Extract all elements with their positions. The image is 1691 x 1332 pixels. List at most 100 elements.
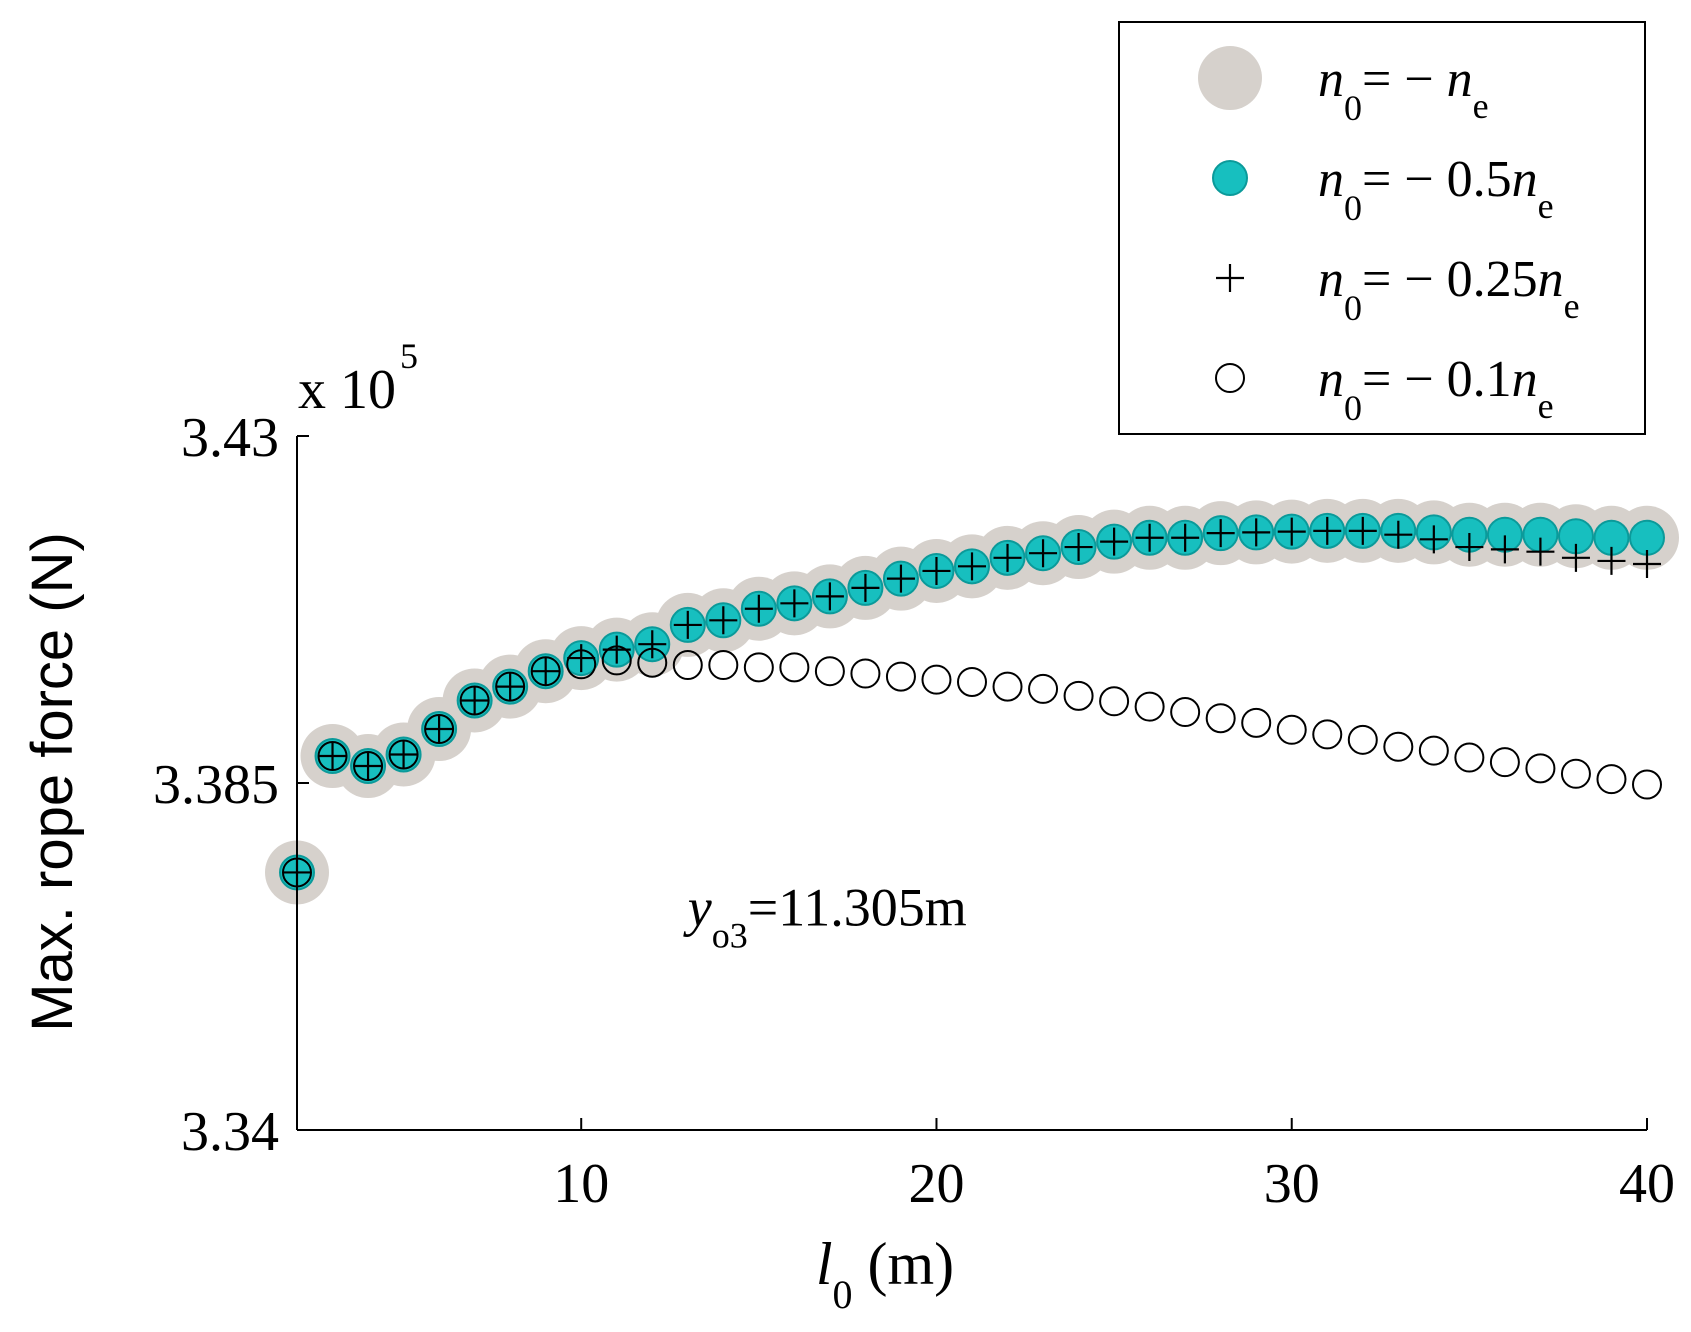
data-point bbox=[779, 652, 810, 683]
annotation-text: =11.305m bbox=[748, 878, 967, 938]
y-tick-label: 3.385 bbox=[153, 754, 279, 816]
data-point bbox=[1313, 516, 1342, 545]
legend-entry: n0= − 0.5ne bbox=[1212, 151, 1554, 228]
data-point bbox=[425, 715, 454, 744]
data-point bbox=[459, 685, 490, 716]
data-point bbox=[1135, 523, 1164, 552]
data-point bbox=[531, 657, 560, 686]
y-multiplier-exponent: 5 bbox=[400, 336, 418, 376]
legend-marker bbox=[1215, 363, 1245, 393]
data-point bbox=[1348, 516, 1377, 545]
data-point bbox=[1029, 539, 1058, 568]
data-point bbox=[1454, 742, 1485, 773]
data-point bbox=[672, 650, 703, 681]
data-point bbox=[1242, 518, 1271, 547]
data-point bbox=[1490, 535, 1519, 564]
data-point bbox=[708, 650, 739, 681]
y-tick-label: 3.43 bbox=[181, 407, 279, 469]
x-axis-label-sub: 0 bbox=[833, 1272, 853, 1317]
data-point bbox=[1561, 543, 1590, 572]
data-point bbox=[993, 543, 1022, 572]
data-point bbox=[1629, 519, 1665, 556]
legend-entry: n0= − 0.1ne bbox=[1215, 351, 1554, 428]
data-point bbox=[850, 658, 881, 689]
data-point bbox=[1597, 546, 1626, 575]
data-point bbox=[388, 739, 419, 770]
x-tick-label: 20 bbox=[908, 1153, 964, 1215]
data-point bbox=[1525, 753, 1556, 784]
x-tick-label: 40 bbox=[1619, 1153, 1675, 1215]
legend-entry: n0= − 0.25ne bbox=[1216, 251, 1580, 328]
data-point bbox=[353, 751, 384, 782]
data-point bbox=[1632, 769, 1662, 800]
y-axis-label: Max. rope force (N) bbox=[20, 532, 85, 1032]
data-point bbox=[389, 740, 418, 769]
data-point bbox=[780, 589, 809, 618]
data-point bbox=[1383, 731, 1414, 762]
data-point bbox=[851, 573, 880, 602]
data-point bbox=[673, 610, 702, 639]
legend-entry: n0= − ne bbox=[1198, 46, 1489, 128]
series-3 bbox=[282, 645, 1662, 888]
data-point bbox=[460, 686, 489, 715]
data-point bbox=[567, 644, 596, 673]
legend-label: n0= − ne bbox=[1318, 51, 1489, 128]
data-point bbox=[1384, 520, 1413, 549]
data-point bbox=[637, 647, 668, 678]
x-axis-label-unit: (m) bbox=[853, 1231, 955, 1297]
x-tick-label: 10 bbox=[553, 1153, 609, 1215]
data-point bbox=[354, 752, 383, 781]
data-point bbox=[1347, 724, 1378, 755]
y-multiplier: x 105 bbox=[298, 336, 418, 421]
y-tick-label: 3.34 bbox=[181, 1101, 279, 1163]
data-point bbox=[1596, 764, 1627, 795]
data-point bbox=[1206, 519, 1235, 548]
data-point bbox=[1241, 707, 1272, 738]
data-point bbox=[317, 741, 348, 772]
data-point bbox=[992, 671, 1023, 702]
data-point bbox=[1455, 533, 1484, 562]
data-point bbox=[1205, 703, 1236, 734]
legend-label: n0= − 0.5ne bbox=[1318, 151, 1554, 228]
data-point bbox=[1100, 527, 1129, 556]
data-point bbox=[566, 649, 597, 680]
annotation-var: y bbox=[683, 878, 712, 938]
data-point bbox=[1170, 697, 1201, 728]
data-point bbox=[958, 552, 986, 581]
x-axis-label-var: l bbox=[816, 1231, 833, 1297]
data-point bbox=[1063, 680, 1094, 711]
data-point bbox=[496, 672, 525, 701]
data-point bbox=[530, 656, 561, 687]
data-point bbox=[1099, 686, 1130, 717]
data-point bbox=[814, 656, 845, 687]
data-point bbox=[424, 714, 455, 745]
data-point bbox=[1171, 523, 1200, 552]
legend-label: n0= − 0.25ne bbox=[1318, 251, 1580, 328]
legend: n0= − ne n0= − 0.5ne n0= − 0.25ne n0= − 0.1… bbox=[1118, 21, 1646, 435]
data-point bbox=[815, 582, 844, 611]
data-point bbox=[1064, 533, 1093, 562]
legend-label: n0= − 0.1ne bbox=[1318, 351, 1554, 428]
data-point bbox=[886, 564, 915, 593]
data-point bbox=[922, 556, 951, 585]
data-point bbox=[921, 664, 952, 695]
data-point bbox=[743, 652, 774, 683]
data-point bbox=[1277, 517, 1306, 546]
data-point bbox=[957, 666, 987, 697]
data-point bbox=[1560, 758, 1591, 789]
series-2 bbox=[283, 516, 1661, 887]
data-point bbox=[709, 606, 738, 635]
data-point bbox=[601, 645, 632, 676]
y-multiplier-base: x 10 bbox=[298, 359, 396, 421]
data-point bbox=[495, 671, 526, 702]
data-point bbox=[1028, 673, 1059, 704]
annotation-yo3: yo3=11.305m bbox=[683, 878, 967, 956]
data-point bbox=[1276, 714, 1307, 745]
annotation-sub: o3 bbox=[712, 916, 748, 956]
data-point bbox=[885, 661, 916, 692]
data-point bbox=[1419, 525, 1448, 554]
legend-marker bbox=[1198, 46, 1262, 110]
data-point bbox=[1489, 747, 1520, 778]
plot-area bbox=[265, 498, 1679, 905]
